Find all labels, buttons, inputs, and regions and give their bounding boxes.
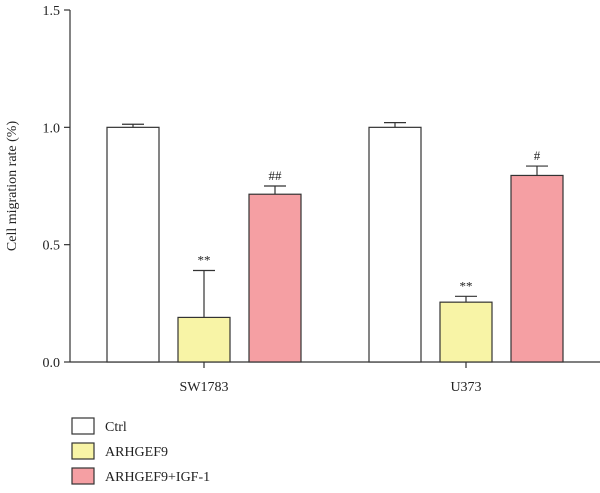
legend-label: ARHGEF9+IGF-1: [105, 470, 210, 485]
bar: [368, 126, 422, 363]
bar: [177, 316, 231, 363]
bar: [106, 126, 160, 363]
y-tick-label: 0.0: [43, 356, 61, 371]
significance-label: **: [460, 278, 473, 293]
x-tick-label: SW1783: [180, 380, 229, 395]
significance-label: #: [534, 148, 541, 163]
legend-label: ARHGEF9: [105, 445, 168, 460]
y-axis-title: Cell migration rate (%): [5, 121, 20, 252]
x-tick-label: U373: [450, 380, 481, 395]
legend: Ctrl ARHGEF9 ARHGEF9+IGF-1: [71, 417, 210, 485]
bar: [510, 174, 564, 363]
legend-swatch: [71, 442, 95, 460]
significance-label: ##: [269, 168, 283, 183]
bar: [248, 193, 302, 363]
significance-label: **: [198, 252, 211, 267]
legend-swatch: [71, 467, 95, 485]
legend-label: Ctrl: [105, 420, 127, 435]
y-tick-label: 1.0: [43, 121, 61, 136]
y-tick-label: 1.5: [43, 4, 61, 19]
y-tick-label: 0.5: [43, 239, 61, 254]
bars: ** ## ** #: [106, 122, 564, 363]
legend-swatch: [71, 417, 95, 435]
bar: [439, 301, 493, 363]
